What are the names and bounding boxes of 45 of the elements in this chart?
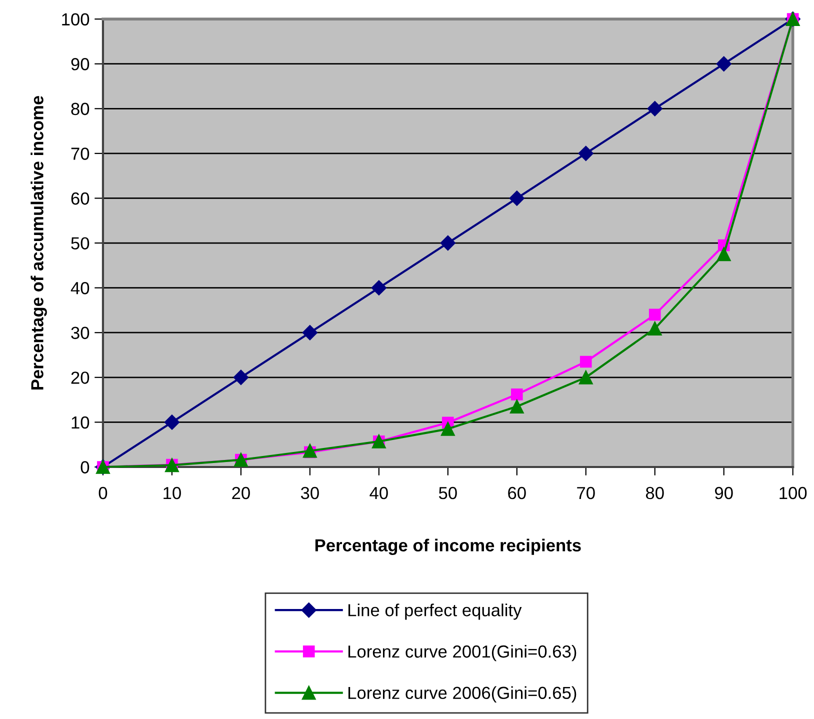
point: [648, 322, 662, 336]
x-tick-label: 90: [715, 486, 733, 500]
x-tick-label: 0: [98, 486, 108, 500]
point: [580, 356, 592, 368]
legend-label: Lorenz curve 2001(Gini=0.63): [348, 644, 576, 662]
x-tick-label: 100: [780, 486, 807, 500]
point: [164, 414, 180, 430]
x-axis-title: Percentage of income recipients: [315, 538, 581, 555]
y-tick-label: 30: [71, 326, 90, 340]
y-tick-label: 90: [71, 58, 90, 70]
point: [648, 308, 661, 321]
y-tick-label: 40: [70, 282, 90, 294]
x-tick-label: 50: [438, 486, 457, 500]
y-tick-label: 100: [62, 13, 90, 26]
legend-label: Lorenz curve 2006(Gini=0.65): [348, 686, 576, 702]
point: [716, 56, 732, 72]
point: [371, 280, 386, 296]
point: [510, 400, 524, 414]
point: [233, 370, 249, 385]
y-tick-label: 10: [72, 416, 90, 429]
point: [578, 146, 594, 162]
x-tick-label: 80: [646, 486, 664, 500]
legend-label: Line of perfect equality: [348, 604, 522, 620]
y-tick-label: 20: [71, 372, 90, 384]
point: [716, 247, 731, 262]
point: [302, 444, 317, 458]
x-tick-label: 60: [508, 486, 526, 500]
point: [440, 422, 455, 436]
y-axis-title: Percentage of accumulative income: [30, 96, 47, 390]
x-tick-label: 20: [232, 486, 250, 500]
y-tick-label: 50: [71, 237, 90, 250]
y-tick-label: 0: [80, 461, 90, 474]
x-tick-label: 40: [370, 486, 388, 500]
point: [509, 190, 524, 206]
x-tick-label: 10: [164, 486, 181, 500]
y-tick-label: 60: [71, 192, 90, 205]
point: [302, 325, 318, 340]
point: [440, 235, 456, 251]
y-tick-label: 70: [71, 148, 90, 160]
point: [510, 388, 523, 400]
point: [578, 370, 593, 384]
x-tick-label: 30: [300, 486, 319, 500]
point: [647, 101, 662, 116]
y-tick-label: 80: [71, 102, 90, 116]
x-tick-label: 70: [577, 486, 595, 500]
